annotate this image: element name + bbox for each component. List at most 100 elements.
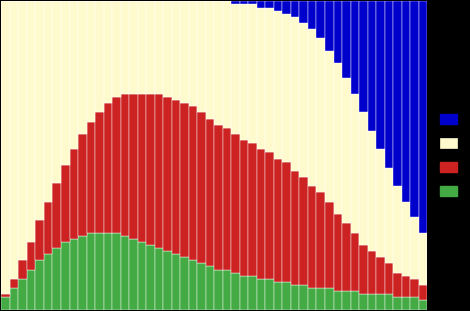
Bar: [146, 1, 155, 94]
Bar: [393, 186, 402, 273]
Bar: [53, 183, 61, 248]
Bar: [214, 125, 223, 270]
Bar: [368, 1, 376, 131]
Bar: [248, 143, 257, 276]
Bar: [70, 1, 78, 149]
Bar: [44, 254, 53, 310]
Bar: [410, 1, 419, 217]
Bar: [129, 239, 138, 310]
Bar: [325, 1, 334, 51]
Bar: [342, 291, 351, 310]
Bar: [129, 1, 138, 94]
Bar: [257, 7, 266, 149]
Bar: [316, 38, 325, 193]
Bar: [231, 4, 240, 134]
Bar: [86, 1, 95, 122]
Bar: [368, 251, 376, 294]
Bar: [1, 297, 10, 310]
Bar: [1, 1, 10, 294]
Bar: [291, 1, 299, 17]
Bar: [384, 263, 393, 294]
Bar: [78, 236, 86, 310]
Bar: [86, 122, 95, 233]
Bar: [103, 103, 112, 233]
Bar: [257, 1, 266, 7]
Bar: [384, 294, 393, 310]
Bar: [351, 233, 359, 291]
Bar: [155, 94, 163, 248]
Bar: [197, 112, 206, 263]
Bar: [172, 1, 180, 100]
Bar: [257, 279, 266, 310]
Bar: [248, 276, 257, 310]
Bar: [308, 186, 316, 288]
Bar: [419, 285, 427, 300]
Bar: [291, 285, 299, 310]
Bar: [384, 1, 393, 168]
Bar: [163, 97, 172, 251]
Bar: [121, 1, 129, 94]
Bar: [44, 202, 53, 254]
Bar: [231, 134, 240, 273]
Bar: [299, 1, 308, 23]
Bar: [419, 1, 427, 233]
Bar: [35, 260, 44, 310]
Bar: [240, 276, 248, 310]
Bar: [27, 1, 35, 242]
Bar: [410, 217, 419, 279]
Bar: [351, 94, 359, 233]
Bar: [172, 254, 180, 310]
Bar: [325, 202, 334, 288]
Bar: [299, 285, 308, 310]
Bar: [351, 1, 359, 94]
Bar: [419, 300, 427, 310]
Bar: [53, 248, 61, 310]
Bar: [316, 193, 325, 288]
Bar: [146, 94, 155, 245]
Bar: [61, 242, 70, 310]
Bar: [223, 270, 231, 310]
Bar: [402, 1, 410, 202]
Bar: [334, 214, 342, 291]
Bar: [121, 236, 129, 310]
Bar: [86, 233, 95, 310]
Bar: [35, 220, 44, 260]
Bar: [155, 248, 163, 310]
Bar: [368, 294, 376, 310]
Bar: [393, 297, 402, 310]
Bar: [78, 134, 86, 236]
Bar: [189, 106, 197, 260]
Bar: [223, 1, 231, 128]
Bar: [197, 263, 206, 310]
Bar: [274, 159, 282, 282]
Bar: [376, 1, 384, 149]
Bar: [351, 291, 359, 310]
Bar: [308, 288, 316, 310]
Bar: [61, 165, 70, 242]
Bar: [299, 177, 308, 285]
Bar: [274, 11, 282, 159]
Bar: [282, 14, 291, 162]
Bar: [206, 118, 214, 267]
Bar: [342, 1, 351, 78]
Bar: [257, 149, 266, 279]
Bar: [138, 242, 146, 310]
Bar: [316, 1, 325, 38]
Bar: [103, 1, 112, 103]
Bar: [189, 260, 197, 310]
Bar: [334, 1, 342, 63]
Bar: [163, 251, 172, 310]
Bar: [368, 131, 376, 251]
Bar: [112, 97, 121, 233]
Bar: [274, 1, 282, 11]
Bar: [359, 245, 368, 294]
Bar: [78, 1, 86, 134]
Bar: [402, 276, 410, 297]
Bar: [376, 257, 384, 294]
Bar: [197, 1, 206, 112]
Bar: [10, 288, 18, 310]
Bar: [112, 233, 121, 310]
Bar: [266, 279, 274, 310]
Bar: [266, 152, 274, 279]
Bar: [95, 1, 103, 112]
